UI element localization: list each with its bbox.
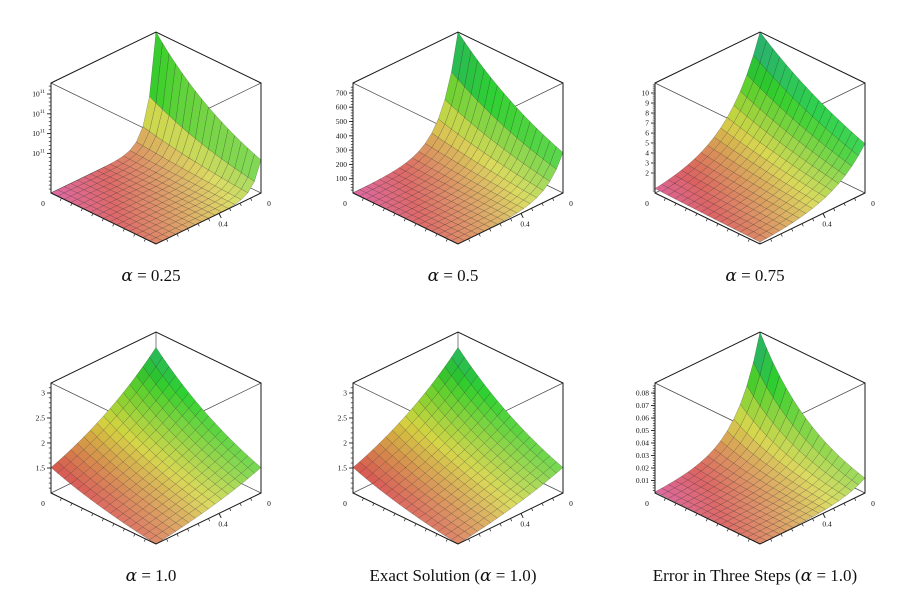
svg-text:0.4: 0.4 xyxy=(520,519,530,528)
surface-plot-canvas: 1.5 2 2.5 3 0 0 0.4 xyxy=(36,331,271,545)
svg-text:5: 5 xyxy=(645,138,649,147)
alpha-symbol: α xyxy=(121,266,133,286)
svg-text:500: 500 xyxy=(336,117,348,126)
alpha-equals-value: = 1.0 xyxy=(137,566,177,585)
svg-text:0: 0 xyxy=(569,199,573,208)
svg-text:6: 6 xyxy=(645,129,649,138)
alpha-symbol: α xyxy=(479,566,492,586)
svg-text:3: 3 xyxy=(343,389,347,398)
alpha-equals-value: = 1.0 xyxy=(491,566,531,585)
svg-text:1011: 1011 xyxy=(32,109,45,119)
svg-text:0.06: 0.06 xyxy=(636,413,649,422)
svg-text:200: 200 xyxy=(336,160,348,169)
svg-text:0: 0 xyxy=(645,499,649,508)
svg-text:1.5: 1.5 xyxy=(36,464,46,473)
svg-text:0: 0 xyxy=(343,499,347,508)
svg-text:0.05: 0.05 xyxy=(636,426,649,435)
alpha-symbol: α xyxy=(125,566,138,586)
svg-text:0: 0 xyxy=(343,199,347,208)
caption-prefix: Exact Solution ( xyxy=(369,566,480,585)
svg-text:1011: 1011 xyxy=(32,148,45,158)
svg-text:3: 3 xyxy=(41,389,45,398)
svg-text:0.4: 0.4 xyxy=(218,519,228,528)
alpha-symbol: α xyxy=(725,266,737,286)
alpha-symbol: α xyxy=(427,266,440,286)
svg-text:1.5: 1.5 xyxy=(338,464,348,473)
svg-text:1011: 1011 xyxy=(32,129,45,139)
svg-text:0: 0 xyxy=(41,499,45,508)
svg-text:600: 600 xyxy=(336,103,348,112)
subplot-alpha-1-0: 1.5 2 2.5 3 0 0 0.4 α = 1.0 xyxy=(0,306,302,604)
subplot-caption: α = 0.25 xyxy=(121,266,180,286)
caption-suffix: ) xyxy=(530,566,537,585)
svg-text:0.01: 0.01 xyxy=(636,476,649,485)
svg-text:0.08: 0.08 xyxy=(636,389,649,398)
alpha-equals-value: = 0.5 xyxy=(439,266,479,285)
svg-text:0: 0 xyxy=(41,199,45,208)
svg-text:2: 2 xyxy=(41,438,45,447)
caption-prefix: Error in Three Steps ( xyxy=(652,566,801,585)
subplot-caption: α = 1.0 xyxy=(126,566,177,586)
svg-text:10: 10 xyxy=(642,89,650,98)
svg-text:2.5: 2.5 xyxy=(338,413,348,422)
surface-plot-canvas: 100 200 300 400 500 600 700 0 0 0.4 xyxy=(336,31,573,245)
alpha-equals-value: = 0.75 xyxy=(736,266,785,285)
surface-plot-canvas: 1011 1011 1011 1011 0 0 0.4 xyxy=(32,31,271,245)
svg-text:0.4: 0.4 xyxy=(520,219,530,228)
subplot-alpha-0-5: 100 200 300 400 500 600 700 0 0 0.4 α = 0.5 xyxy=(302,6,604,304)
svg-text:0: 0 xyxy=(871,499,875,508)
svg-text:0.4: 0.4 xyxy=(218,219,228,228)
svg-text:9: 9 xyxy=(645,99,649,108)
subplot-caption: Exact Solution (α = 1.0) xyxy=(370,566,537,586)
subplot-alpha-0-25: 1011 1011 1011 1011 0 0 0.4 α = 0.25 xyxy=(0,6,302,304)
svg-text:8: 8 xyxy=(645,109,649,118)
alpha-equals-value: = 1.0 xyxy=(812,566,852,585)
alpha-equals-value: = 0.25 xyxy=(132,266,181,285)
subplot-caption: α = 0.75 xyxy=(725,266,784,286)
svg-text:0: 0 xyxy=(267,499,271,508)
svg-text:100: 100 xyxy=(336,174,348,183)
svg-text:2: 2 xyxy=(343,438,347,447)
svg-text:0.07: 0.07 xyxy=(636,401,649,410)
svg-text:2: 2 xyxy=(645,168,649,177)
svg-text:0.02: 0.02 xyxy=(636,464,649,473)
svg-text:0: 0 xyxy=(871,199,875,208)
surface-plot-canvas: 0.01 0.02 0.03 0.04 0.05 0.06 0.07 0.08 0 0 0.4 xyxy=(636,331,875,545)
subplot-alpha-0-75: 2 3 4 5 6 7 8 9 10 0 0 0.4 α = 0.75 xyxy=(604,6,906,304)
surface-plot-canvas: 1.5 2 2.5 3 0 0 0.4 xyxy=(338,331,573,545)
alpha-symbol: α xyxy=(800,566,813,586)
svg-text:300: 300 xyxy=(336,146,348,155)
svg-text:0.4: 0.4 xyxy=(822,219,832,228)
svg-text:0.04: 0.04 xyxy=(636,438,649,447)
caption-suffix: ) xyxy=(851,566,858,585)
svg-text:4: 4 xyxy=(645,148,649,157)
svg-text:2.5: 2.5 xyxy=(36,413,46,422)
svg-text:3: 3 xyxy=(645,158,649,167)
svg-text:400: 400 xyxy=(336,131,348,140)
subplot-error-three-steps: 0.01 0.02 0.03 0.04 0.05 0.06 0.07 0.08 0 0 0.4 Er… xyxy=(604,306,906,604)
svg-text:0: 0 xyxy=(645,199,649,208)
subplot-exact-solution: 1.5 2 2.5 3 0 0 0.4 Exact Solution (α = 1.0) xyxy=(302,306,604,604)
subplot-caption: α = 0.5 xyxy=(428,266,479,286)
subplot-caption: Error in Three Steps (α = 1.0) xyxy=(653,566,857,586)
svg-text:0: 0 xyxy=(267,199,271,208)
svg-text:1011: 1011 xyxy=(32,89,45,99)
svg-text:0.4: 0.4 xyxy=(822,519,832,528)
svg-text:700: 700 xyxy=(336,88,348,97)
svg-text:7: 7 xyxy=(645,119,649,128)
svg-text:0.03: 0.03 xyxy=(636,451,649,460)
svg-text:0: 0 xyxy=(569,499,573,508)
